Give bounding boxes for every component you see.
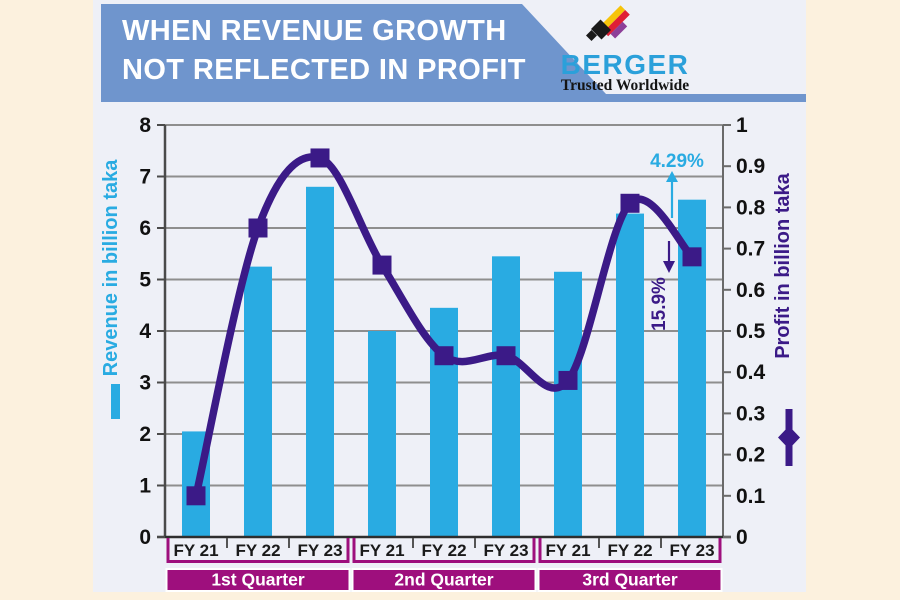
left-axis-tick-label: 4	[139, 320, 151, 343]
page-title-line2: NOT REFLECTED IN PROFIT	[122, 54, 526, 86]
profit-marker	[310, 148, 330, 168]
quarter-box-label: 3rd Quarter	[582, 570, 677, 590]
left-axis-tick-label: 3	[139, 372, 151, 395]
right-axis-tick-label: 0.9	[736, 155, 765, 178]
annotation-profit-decline: 15.9%	[649, 277, 670, 331]
annotation-arrow-up-head	[666, 171, 678, 182]
right-axis-tick-label: 1	[736, 114, 748, 137]
quarter-box	[165, 568, 351, 592]
x-axis-label: FY 23	[297, 541, 342, 560]
profit-marker	[558, 370, 578, 390]
brand-name: BERGER	[560, 49, 690, 80]
profit-marker	[248, 218, 268, 238]
right-axis-tick-label: 0.1	[736, 485, 766, 508]
quarter-bracket	[538, 538, 722, 563]
right-axis-tick-label: 0.2	[736, 444, 765, 467]
quarter-box-label: 1st Quarter	[211, 570, 305, 590]
quarter-box	[351, 568, 537, 592]
right-axis-tick-label: 0.7	[736, 238, 765, 261]
x-axis-label: FY 23	[669, 541, 714, 560]
annotation-arrow-down-head	[663, 261, 675, 273]
quarter-box-label: 2nd Quarter	[394, 570, 493, 590]
revenue-bar	[554, 271, 582, 537]
right-axis-tick-label: 0	[736, 526, 748, 549]
x-axis-label: FY 22	[235, 541, 280, 560]
berger-logo: BERGER Trusted Worldwide	[537, 2, 713, 98]
right-axis-tick-label: 0.4	[736, 361, 766, 384]
left-axis-title: Revenue in billion taka	[100, 159, 122, 377]
paintbrush-icon	[586, 5, 630, 41]
revenue-bar	[616, 213, 644, 537]
left-axis-tick-label: 7	[139, 166, 151, 189]
profit-marker	[496, 346, 516, 366]
profit-marker	[372, 255, 392, 275]
profit-marker	[620, 193, 640, 213]
x-axis-label: FY 22	[607, 541, 652, 560]
left-axis-tick-label: 8	[139, 114, 151, 137]
quarter-box	[537, 568, 723, 592]
left-axis-tick-label: 1	[139, 475, 151, 498]
left-axis-tick-label: 2	[139, 423, 151, 446]
right-axis-tick-label: 0.3	[736, 402, 765, 425]
right-axis-title: Profit in billion taka	[772, 172, 794, 358]
revenue-legend-swatch	[111, 384, 120, 419]
revenue-bar	[492, 256, 520, 537]
revenue-bar	[306, 186, 334, 538]
x-axis-label: FY 22	[421, 541, 466, 560]
profit-marker	[186, 486, 206, 506]
x-axis-label: FY 21	[359, 541, 404, 560]
revenue-bar	[368, 331, 396, 537]
profit-marker	[682, 247, 702, 267]
right-axis-tick-label: 0.8	[736, 196, 766, 219]
right-axis-tick-label: 0.5	[736, 320, 766, 343]
x-axis-label: FY 21	[173, 541, 218, 560]
revenue-bar	[244, 266, 272, 537]
left-axis-tick-label: 0	[139, 526, 151, 549]
quarter-bracket	[166, 538, 350, 563]
left-axis-tick-label: 6	[139, 217, 151, 240]
profit-marker	[434, 346, 454, 366]
brand-tagline: Trusted Worldwide	[560, 77, 690, 94]
x-axis-label: FY 21	[545, 541, 590, 560]
right-axis-tick-label: 0.6	[736, 279, 765, 302]
annotation-revenue-growth: 4.29%	[650, 151, 704, 172]
page-title-line1: WHEN REVENUE GROWTH	[122, 15, 507, 47]
left-axis-tick-label: 5	[139, 269, 151, 292]
x-axis-label: FY 23	[483, 541, 528, 560]
page-title: WHEN REVENUE GROWTH NOT REFLECTED IN PRO…	[122, 12, 526, 90]
quarter-bracket	[352, 538, 536, 563]
profit-legend-diamond	[778, 426, 800, 449]
